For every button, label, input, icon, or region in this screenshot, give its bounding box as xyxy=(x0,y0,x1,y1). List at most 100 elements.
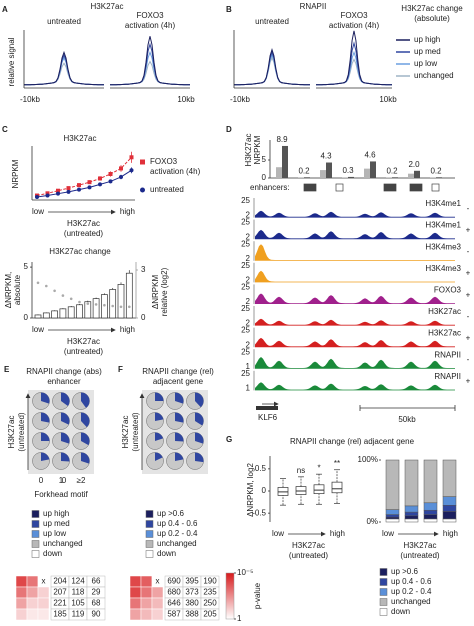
track-label: H3K4me3 xyxy=(425,264,461,273)
count-label: 680 xyxy=(167,588,181,597)
track-scale-min: 2 xyxy=(246,211,251,220)
bar xyxy=(304,177,310,178)
bar xyxy=(364,168,370,178)
condition-label: FOXO3 xyxy=(136,11,164,20)
heatmap-cell xyxy=(37,608,50,621)
condition-label: activation (4h) xyxy=(125,21,176,30)
track-scale-max: 25 xyxy=(241,196,250,205)
y2-axis-label: ΔNRPKM xyxy=(151,275,160,310)
count-label: 380 xyxy=(185,599,199,608)
legend-title: H3K27ac change xyxy=(401,4,463,13)
enhancer-box xyxy=(409,183,423,192)
track-scale-max: 25 xyxy=(241,369,250,378)
legend-swatch xyxy=(379,608,388,616)
count-label: 118 xyxy=(72,588,85,597)
heatmap-cell xyxy=(26,608,39,621)
bar xyxy=(370,161,376,178)
legend-swatch xyxy=(379,598,388,606)
relative-point xyxy=(61,294,65,297)
pie-wedge xyxy=(81,392,90,408)
point xyxy=(119,174,123,179)
pie-wedge xyxy=(61,452,70,462)
pie-wedge xyxy=(175,452,184,461)
pie-wedge xyxy=(41,432,50,441)
stacked-segment xyxy=(442,459,457,497)
profile-line xyxy=(24,62,104,86)
legend-label: unchanged xyxy=(157,539,197,548)
signal-track xyxy=(255,337,455,348)
stacked-segment xyxy=(423,459,438,504)
bar xyxy=(51,310,58,319)
count-label: 68 xyxy=(92,599,101,608)
y-axis-label: NRPKM xyxy=(11,159,20,188)
point xyxy=(129,155,134,160)
stacked-segment xyxy=(442,511,457,520)
track-strand: - xyxy=(467,355,470,364)
condition-label: FOXO3 xyxy=(340,11,368,20)
count-label: 235 xyxy=(203,588,217,597)
bar xyxy=(109,289,117,319)
legend-swatch xyxy=(31,520,40,528)
point xyxy=(66,186,71,191)
bar xyxy=(117,284,125,319)
heatmap-cell xyxy=(15,608,28,621)
colorbar-tick-label: 10⁻⁵ xyxy=(237,568,253,577)
legend-swatch xyxy=(145,540,154,548)
bar xyxy=(59,308,67,319)
y-tick-label: 0.5 xyxy=(255,464,267,473)
count-label: 204 xyxy=(53,577,67,586)
y-tick-label: 0 xyxy=(24,313,29,322)
pie-wedge xyxy=(155,432,164,441)
heatmap-cell xyxy=(129,597,142,610)
pie-wedge xyxy=(155,412,164,421)
pie-wedge xyxy=(81,412,90,428)
legend-swatch xyxy=(379,568,388,576)
significance-label: ns xyxy=(297,466,305,475)
count-label: 124 xyxy=(71,577,85,586)
pie-wedge xyxy=(155,392,164,401)
legend-title: (absolute) xyxy=(414,14,450,23)
profile-line xyxy=(110,36,190,86)
legend-swatch xyxy=(145,530,154,538)
legend-label: up >0.6 xyxy=(157,509,184,518)
point xyxy=(87,180,92,185)
point xyxy=(77,183,81,188)
heatmap-cell xyxy=(15,586,28,599)
x-axis-low: low xyxy=(382,529,394,538)
bar xyxy=(42,312,50,319)
value-label: 0.2 xyxy=(298,166,310,175)
legend-label: up med xyxy=(414,47,441,56)
y-axis-label: absolute xyxy=(13,274,22,305)
y-axis-label: ΔNRPKM, log2 xyxy=(246,463,255,517)
count-label: 90 xyxy=(92,610,101,619)
track-scale-max: 25 xyxy=(241,326,250,335)
enhancer-box xyxy=(335,183,344,192)
track-scale-max: 25 xyxy=(241,283,250,292)
box xyxy=(313,484,325,495)
colorbar-tick-label: 1 xyxy=(237,614,242,623)
legend-label: FOXO3 xyxy=(150,157,178,166)
bar xyxy=(282,145,288,178)
heatmap-mark: x xyxy=(156,577,160,586)
track-label: FOXO3 xyxy=(434,286,462,295)
track-scale-min: 1 xyxy=(246,362,251,371)
profile-line xyxy=(316,41,392,86)
colorbar xyxy=(225,572,235,620)
pie-wedge xyxy=(195,392,204,408)
enhancers-label: enhancers: xyxy=(250,183,290,192)
bar xyxy=(276,167,282,178)
x-axis-high: high xyxy=(443,529,458,538)
pie-wedge xyxy=(175,412,184,423)
profile-line xyxy=(24,53,104,86)
profile-line xyxy=(110,60,190,86)
value-label: 0.2 xyxy=(430,166,442,175)
x-axis-low: low xyxy=(32,325,44,334)
panel-title: RNAPII xyxy=(300,2,327,11)
panel-letter: E xyxy=(4,365,10,374)
count-label: 690 xyxy=(167,577,181,586)
bar xyxy=(125,272,133,319)
legend-swatch xyxy=(31,540,40,548)
y-axis-label: (untreated) xyxy=(17,412,26,451)
track-scale-max: 25 xyxy=(241,239,250,248)
colorbar-label: p-value xyxy=(253,582,262,609)
